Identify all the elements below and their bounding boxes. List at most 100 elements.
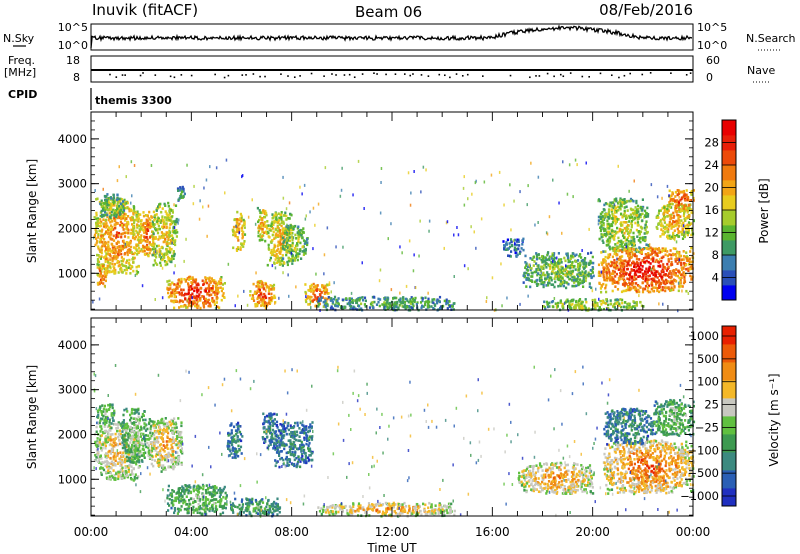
velocity-echo-region [226,421,244,460]
date-label: 08/Feb/2016 [599,1,693,19]
velocity-colorbar-swatch [722,380,736,399]
power-colorbar: 4 8 12 16 20 24 28 [704,119,737,301]
power-data-layer [92,158,695,313]
power-colorbar-swatch [722,195,736,211]
time-tick-label: 12:00 [375,525,410,539]
freq-panel: Freq. [MHz] 18 8 60 0 Nave [4,54,775,84]
time-axis: 00:00 04:00 08:00 12:00 16:00 20:00 00:00 [74,525,711,539]
power-echo-region [522,251,595,290]
nsky-trace [90,24,692,49]
velocity-echo-region [602,439,695,496]
velocity-colorbar-swatch [722,434,736,453]
power-ylabel: Slant Range [km] [25,159,39,263]
power-colorbar-tick: 16 [704,203,719,217]
velocity-panel: 1000 2000 3000 4000 Slant Range [km] [25,317,696,518]
power-echo-region [93,197,141,276]
velocity-colorbar-tick: −500 [687,466,719,480]
power-echo-region [231,210,247,252]
power-echo-region [597,197,650,254]
velocity-colorbar-tick: −100 [687,443,719,457]
velocity-colorbar-tick: −25 [695,420,719,434]
nsearch-tick-high: 10^5 [697,21,727,34]
cpid-label: CPID [8,88,37,101]
power-colorbar-swatch [722,255,736,271]
nsky-panel: N.Sky 10^5 10^0 10^5 10^0 N.Search [3,21,796,52]
velocity-echo-region [230,497,282,518]
velocity-colorbar-tick: 1000 [690,329,719,343]
power-ytick-label: 3000 [58,177,87,191]
velocity-echo-region [274,421,314,469]
power-colorbar-swatch [722,120,736,136]
velocity-colorbar-swatch [722,362,736,381]
time-tick-label: 04:00 [174,525,209,539]
nave-tick-high: 60 [706,54,720,67]
power-colorbar-tick: 8 [712,248,719,262]
velocity-ytick-label: 2000 [58,427,87,441]
time-tick-label: 08:00 [274,525,309,539]
velocity-colorbar-swatch [722,398,736,417]
station-title: Inuvik (fitACF) [92,1,198,19]
velocity-colorbar-tick: −1000 [680,489,719,503]
power-echo-region [597,246,695,294]
velocity-colorbar-tick: 500 [697,352,719,366]
freq-tick-low: 8 [73,71,80,84]
power-colorbar-swatch [722,240,736,256]
velocity-echo-region [261,412,279,450]
velocity-echo-region [121,407,149,464]
velocity-ytick-label: 1000 [58,472,87,486]
power-echo-region [166,275,226,310]
nsearch-label: N.Search [746,32,796,45]
nsearch-tick-low: 10^0 [697,39,727,52]
velocity-colorbar-swatch [722,344,736,363]
power-colorbar-label: Power [dB] [757,178,771,243]
velocity-data-layer [93,364,696,518]
power-colorbar-tick: 28 [704,136,719,150]
time-tick-label: 16:00 [475,525,510,539]
cpid-value: themis 3300 [95,94,172,107]
velocity-scatter-echoes [93,364,694,518]
time-tick-label: 00:00 [74,525,109,539]
power-colorbar-swatch [722,210,736,226]
velocity-colorbar: 1000 500 100 25 −25 −100 −500 −1000 [680,325,737,507]
velocity-colorbar-swatch [722,326,736,345]
velocity-colorbar-swatch [722,488,736,507]
power-ytick-label: 4000 [58,132,87,146]
nave-dots [109,72,692,79]
freq-unit: [MHz] [4,66,36,79]
nave-tick-low: 0 [706,71,713,84]
power-colorbar-swatch [722,165,736,181]
velocity-ylabel: Slant Range [km] [25,365,39,469]
velocity-echo-region [146,417,184,473]
time-tick-label: 20:00 [575,525,610,539]
power-ytick-label: 2000 [58,221,87,235]
velocity-ytick-label: 3000 [58,383,87,397]
nsky-tick-low: 10^0 [58,39,88,52]
freq-label: Freq. [8,54,35,67]
power-colorbar-swatch [722,150,736,166]
velocity-echo-region [166,483,228,516]
power-echo-region [99,193,126,220]
velocity-colorbar-tick: 25 [704,398,719,412]
beam-label: Beam 06 [355,3,422,21]
power-ytick-label: 1000 [58,266,87,280]
velocity-colorbar-tick: 100 [697,375,719,389]
time-tick-label: 00:00 [676,525,711,539]
power-colorbar-swatch [722,285,736,301]
nsky-label: N.Sky [3,32,35,45]
power-colorbar-tick: 12 [704,226,719,240]
power-colorbar-tick: 4 [712,271,719,285]
power-echo-region [281,224,309,263]
velocity-colorbar-swatch [722,416,736,435]
time-axis-label: Time UT [366,541,417,554]
power-echo-region [249,280,277,310]
power-echo-region [176,185,186,202]
power-panel: 1000 2000 3000 4000 Slant Range [km] [25,111,695,313]
velocity-echo-region [96,403,116,428]
nsky-tick-high: 10^5 [58,21,88,34]
power-colorbar-tick: 20 [704,181,719,195]
nave-label: Nave [747,64,775,77]
velocity-colorbar-swatch [722,452,736,471]
power-echo-region [139,210,156,258]
power-echo-region [502,237,525,258]
